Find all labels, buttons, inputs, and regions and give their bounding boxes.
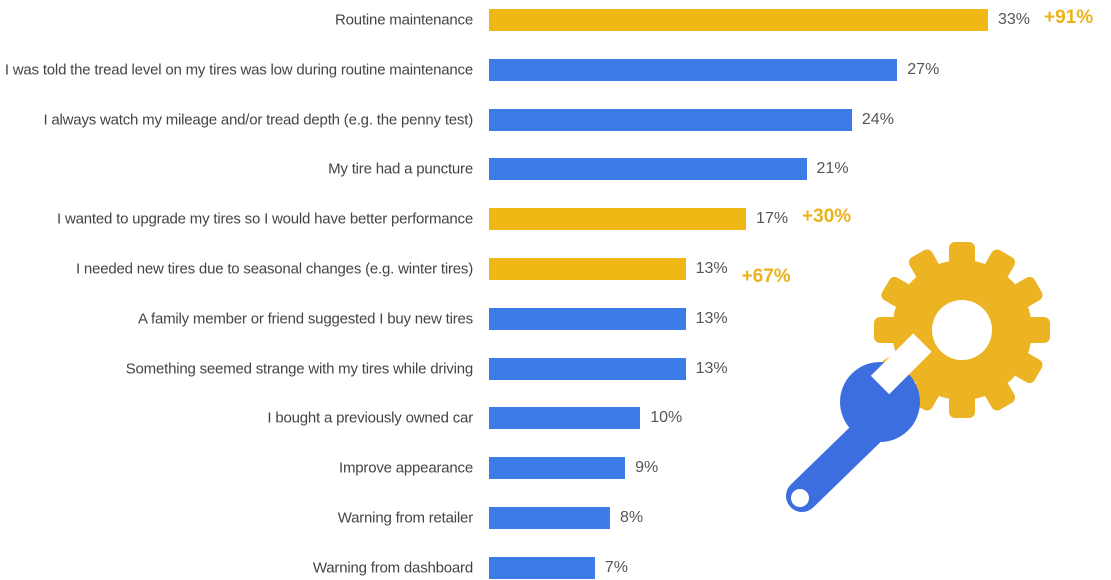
value-label: 27% bbox=[907, 60, 940, 78]
category-label: I bought a previously owned car bbox=[267, 409, 473, 427]
bar bbox=[489, 58, 898, 81]
bar bbox=[489, 108, 852, 131]
category-label: Warning from dashboard bbox=[312, 559, 473, 577]
annotation: +67% bbox=[741, 266, 791, 287]
value-label: 7% bbox=[604, 558, 628, 576]
value-label: 17% bbox=[756, 210, 789, 228]
bar bbox=[489, 507, 610, 529]
annotation: +30% bbox=[802, 206, 852, 228]
bar bbox=[489, 307, 686, 330]
bar bbox=[489, 258, 686, 280]
bar bbox=[489, 407, 641, 430]
value-label: 33% bbox=[998, 11, 1031, 28]
category-label: I always watch my mileage and/or tread d… bbox=[43, 111, 473, 129]
bar bbox=[489, 158, 807, 181]
bar bbox=[489, 556, 595, 579]
value-label: 13% bbox=[695, 359, 728, 377]
category-label: I was told the tread level on my tires w… bbox=[4, 61, 473, 79]
category-label: Improve appearance bbox=[339, 459, 473, 477]
value-label: 10% bbox=[650, 409, 683, 427]
value-label: 9% bbox=[635, 459, 659, 477]
value-label: 24% bbox=[861, 110, 894, 128]
wrench-icon bbox=[786, 333, 932, 512]
category-label: I wanted to upgrade my tires so I would … bbox=[57, 210, 473, 228]
value-label: 13% bbox=[695, 309, 728, 327]
category-label: My tire had a puncture bbox=[328, 160, 473, 178]
bar bbox=[489, 9, 988, 31]
value-label: 13% bbox=[695, 260, 728, 277]
bar bbox=[489, 457, 626, 480]
category-label: Something seemed strange with my tires w… bbox=[125, 360, 473, 378]
category-label: Routine maintenance bbox=[335, 11, 473, 29]
value-label: 21% bbox=[816, 160, 849, 178]
category-label: I needed new tires due to seasonal chang… bbox=[75, 260, 473, 278]
category-label: Warning from retailer bbox=[337, 509, 473, 527]
value-label: 8% bbox=[619, 509, 644, 526]
bar bbox=[489, 208, 747, 231]
bar bbox=[489, 357, 686, 380]
category-label: A family member or friend suggested I bu… bbox=[138, 310, 473, 328]
annotation: +91% bbox=[1044, 7, 1094, 28]
